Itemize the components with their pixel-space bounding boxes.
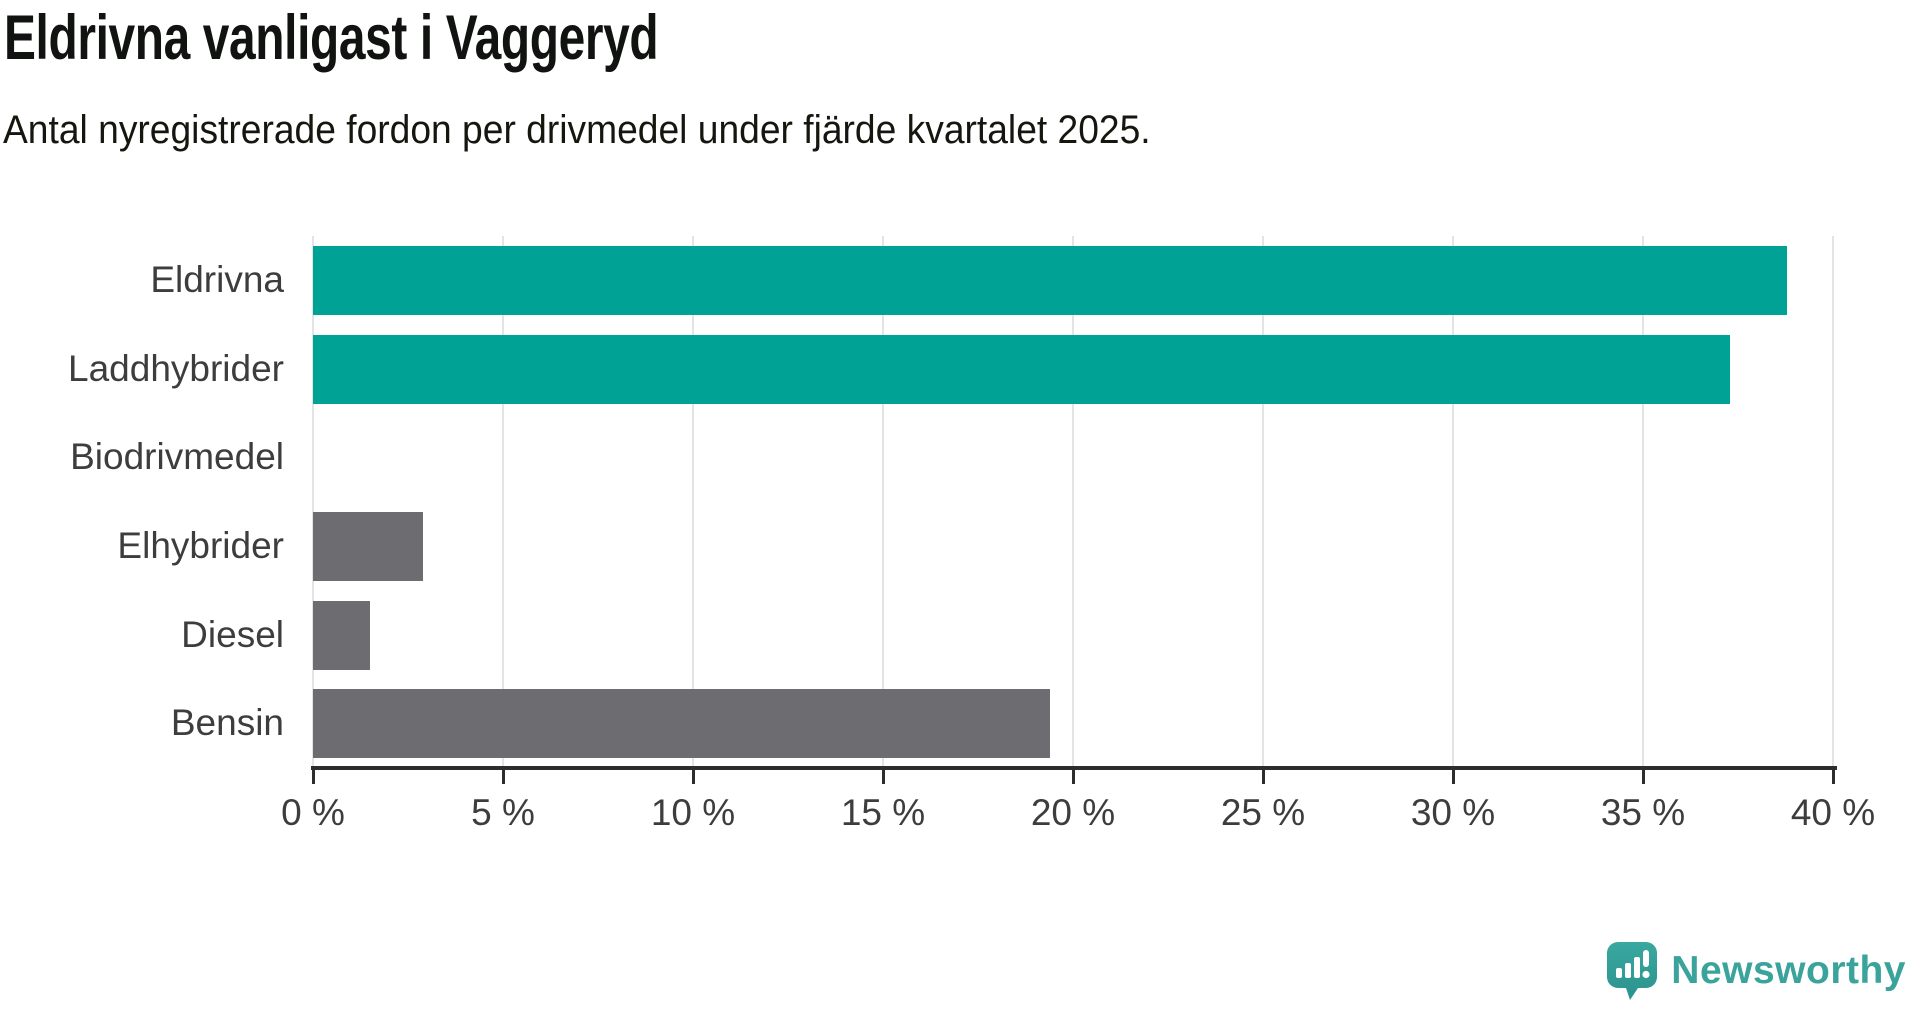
category-label-diesel: Diesel bbox=[181, 613, 284, 655]
gridline-0 bbox=[312, 236, 314, 768]
x-tick-20 bbox=[1072, 770, 1075, 784]
x-tick-label-30: 30 % bbox=[1410, 792, 1496, 833]
bar-bensin bbox=[313, 689, 1051, 759]
bar-diesel bbox=[313, 600, 370, 670]
category-label-eldrivna: Eldrivna bbox=[150, 259, 284, 300]
gridline-15 bbox=[882, 236, 884, 768]
bar-laddhybrider bbox=[313, 334, 1731, 404]
x-tick-label-20: 20 % bbox=[1030, 792, 1116, 833]
bar-eldrivna bbox=[313, 245, 1788, 315]
x-tick-label-40: 40 % bbox=[1790, 792, 1876, 833]
x-tick-30 bbox=[1452, 770, 1455, 784]
newsworthy-logo: Newsworthy bbox=[1607, 942, 1906, 1000]
gridline-40 bbox=[1832, 236, 1834, 768]
exclamation-dot bbox=[1642, 970, 1650, 979]
x-tick-15 bbox=[882, 770, 885, 784]
category-label-laddhybrider: Laddhybrider bbox=[68, 347, 284, 389]
exclamation-stem bbox=[1643, 950, 1650, 967]
category-label-elhybrider: Elhybrider bbox=[117, 525, 284, 566]
newsworthy-logo-text: Newsworthy bbox=[1671, 949, 1906, 992]
x-tick-label-15: 15 % bbox=[840, 792, 926, 833]
bar-glyph-1 bbox=[1616, 968, 1623, 978]
x-tick-label-5: 5 % bbox=[471, 792, 535, 833]
speech-bubble-shape bbox=[1607, 942, 1658, 1000]
x-tick-10 bbox=[692, 770, 695, 784]
x-tick-label-25: 25 % bbox=[1220, 792, 1306, 833]
bar-glyph-2 bbox=[1625, 963, 1632, 978]
x-tick-25 bbox=[1262, 770, 1265, 784]
x-axis-line bbox=[311, 766, 1837, 770]
x-tick-label-0: 0 % bbox=[281, 792, 345, 833]
bar-glyph-3 bbox=[1634, 957, 1641, 978]
x-tick-label-35: 35 % bbox=[1600, 792, 1686, 833]
category-label-biodrivmedel: Biodrivmedel bbox=[70, 436, 284, 478]
gridline-30 bbox=[1452, 236, 1454, 768]
x-tick-5 bbox=[502, 770, 505, 784]
gridline-20 bbox=[1072, 236, 1074, 768]
gridline-25 bbox=[1262, 236, 1264, 768]
gridline-5 bbox=[502, 236, 504, 768]
x-tick-0 bbox=[312, 770, 315, 784]
x-tick-35 bbox=[1642, 770, 1645, 784]
plot-area bbox=[312, 236, 1834, 768]
x-tick-40 bbox=[1832, 770, 1835, 784]
gridline-35 bbox=[1642, 236, 1644, 768]
category-label-bensin: Bensin bbox=[170, 702, 284, 744]
x-tick-label-10: 10 % bbox=[650, 792, 736, 833]
newsworthy-chart-bubble-icon bbox=[1607, 942, 1658, 1000]
category-axis: Eldrivna Laddhybrider Biodrivmedel Elhybrid… bbox=[0, 236, 284, 768]
gridline-10 bbox=[692, 236, 694, 768]
chart-title: Eldrivna vanligast i Vaggeryd bbox=[4, 3, 659, 73]
chart-subtitle: Antal nyregistrerade fordon per drivmede… bbox=[3, 108, 1151, 152]
bar-elhybrider bbox=[313, 511, 424, 581]
